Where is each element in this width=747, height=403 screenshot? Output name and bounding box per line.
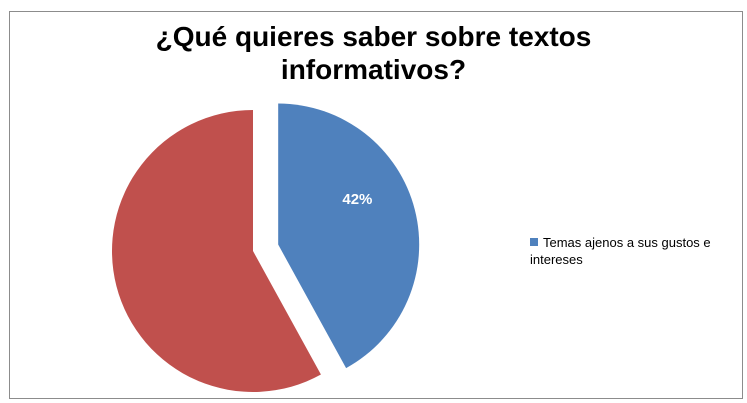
legend-entry[interactable]: Temas ajenos a sus gustos e intereses: [530, 234, 740, 268]
pie-slice-remainder[interactable]: [111, 110, 321, 393]
chart-title: ¿Qué quieres saber sobre textos informat…: [0, 20, 747, 86]
legend-label-line-2: intereses: [530, 252, 583, 267]
pie-slice-temas-ajenos[interactable]: [278, 103, 420, 369]
chart-title-line-2: informativos?: [280, 54, 467, 85]
legend-swatch: [530, 238, 538, 246]
legend: Temas ajenos a sus gustos e intereses: [530, 234, 740, 268]
chart-title-line-1: ¿Qué quieres saber sobre textos: [155, 21, 592, 52]
legend-label-line-1: Temas ajenos a sus gustos e: [543, 235, 711, 250]
data-label-42-percent: 42%: [342, 191, 372, 208]
